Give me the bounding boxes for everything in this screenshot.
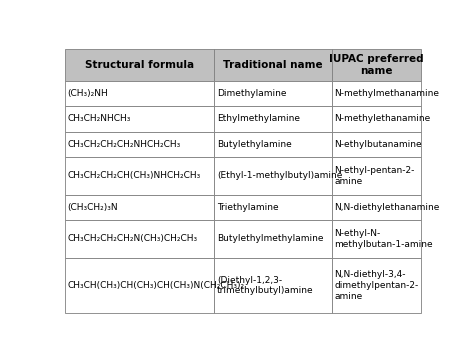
Bar — [214, 106, 332, 132]
Text: Dimethylamine: Dimethylamine — [217, 89, 286, 98]
Text: CH₃CH₂CH₂CH(CH₃)NHCH₂CH₃: CH₃CH₂CH₂CH(CH₃)NHCH₂CH₃ — [67, 171, 201, 180]
Bar — [214, 132, 332, 157]
Text: Ethylmethylamine: Ethylmethylamine — [217, 114, 300, 124]
Bar — [65, 132, 214, 157]
Bar — [214, 258, 332, 313]
Text: Triethylamine: Triethylamine — [217, 203, 279, 212]
Text: (Ethyl-1-methylbutyl)amine: (Ethyl-1-methylbutyl)amine — [217, 171, 342, 180]
Bar — [65, 106, 214, 132]
Text: Butylethylamine: Butylethylamine — [217, 140, 292, 149]
Text: N-ethyl-pentan-2-
amine: N-ethyl-pentan-2- amine — [335, 166, 415, 186]
Text: IUPAC preferred
name: IUPAC preferred name — [329, 54, 424, 76]
Bar — [65, 49, 214, 81]
Text: CH₃CH₂NHCH₃: CH₃CH₂NHCH₃ — [67, 114, 131, 124]
Bar — [332, 132, 421, 157]
Text: (Diethyl-1,2,3-
trimethylbutyl)amine: (Diethyl-1,2,3- trimethylbutyl)amine — [217, 275, 314, 295]
Text: Structural formula: Structural formula — [85, 60, 194, 70]
Bar — [214, 49, 332, 81]
Text: (CH₃CH₂)₃N: (CH₃CH₂)₃N — [67, 203, 118, 212]
Text: N,N-diethylethanamine: N,N-diethylethanamine — [335, 203, 440, 212]
Bar — [332, 49, 421, 81]
Bar — [214, 157, 332, 195]
Bar — [332, 258, 421, 313]
Text: N-methylmethanamine: N-methylmethanamine — [335, 89, 439, 98]
Text: N,N-diethyl-3,4-
dimethylpentan-2-
amine: N,N-diethyl-3,4- dimethylpentan-2- amine — [335, 270, 419, 301]
Bar — [332, 157, 421, 195]
Bar — [65, 258, 214, 313]
Bar — [214, 195, 332, 220]
Bar — [332, 195, 421, 220]
Bar — [65, 81, 214, 106]
Text: N-ethylbutanamine: N-ethylbutanamine — [335, 140, 422, 149]
Text: CH₃CH₂CH₂CH₂NHCH₂CH₃: CH₃CH₂CH₂CH₂NHCH₂CH₃ — [67, 140, 181, 149]
Bar — [65, 195, 214, 220]
Bar — [214, 220, 332, 258]
Bar — [332, 81, 421, 106]
Text: Butylethylmethylamine: Butylethylmethylamine — [217, 234, 323, 243]
Bar — [332, 106, 421, 132]
Text: CH₃CH₂CH₂CH₂N(CH₃)CH₂CH₃: CH₃CH₂CH₂CH₂N(CH₃)CH₂CH₃ — [67, 234, 198, 243]
Bar — [214, 81, 332, 106]
Text: N-ethyl-N-
methylbutan-1-amine: N-ethyl-N- methylbutan-1-amine — [335, 229, 433, 248]
Text: Traditional name: Traditional name — [223, 60, 323, 70]
Text: CH₃CH(CH₃)CH(CH₃)CH(CH₃)N(CH₂CH₃)₂: CH₃CH(CH₃)CH(CH₃)CH(CH₃)N(CH₂CH₃)₂ — [67, 281, 245, 290]
Text: (CH₃)₂NH: (CH₃)₂NH — [67, 89, 108, 98]
Text: N-methylethanamine: N-methylethanamine — [335, 114, 431, 124]
Bar — [332, 220, 421, 258]
Bar — [65, 220, 214, 258]
Bar — [65, 157, 214, 195]
